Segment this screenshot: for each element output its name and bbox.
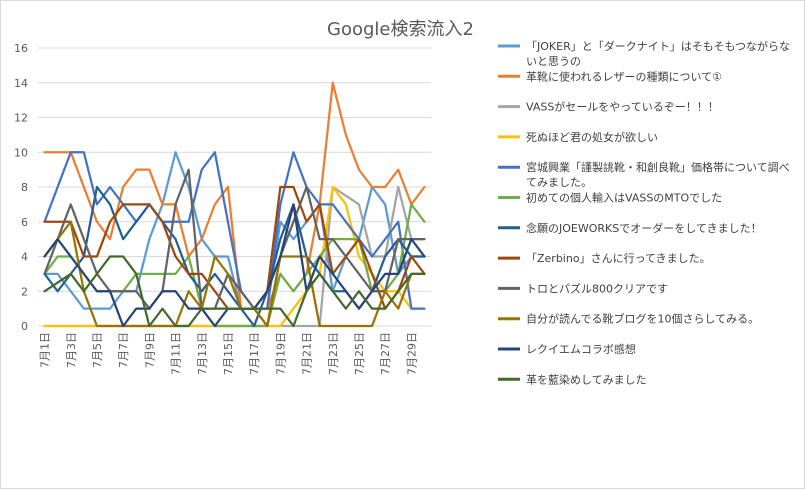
y-tick-label: 16	[14, 42, 28, 55]
legend-item: 宮城興業「謹製誂靴・和創良靴」価格帯について調べてみました。	[498, 160, 790, 189]
legend-label: 「JOKER」と「ダークナイト」はそもそもつながらないと思うの	[526, 39, 790, 68]
chart-title: Google検索流入2	[1, 15, 805, 41]
legend-item: VASSがセールをやっているぞー！！！	[498, 100, 719, 114]
x-tick-label: 7月11日	[170, 332, 183, 375]
series-line	[43, 81, 426, 310]
legend-item: 革を藍染めしてみました	[498, 372, 647, 386]
x-tick-label: 7月13日	[196, 332, 209, 375]
legend-label: トロとパズル800クリアです	[526, 281, 668, 295]
y-tick-label: 4	[21, 251, 28, 264]
chart-title-text: Google検索流入2	[327, 19, 474, 40]
legend-item: トロとパズル800クリアです	[498, 281, 668, 295]
x-tick-label: 7月1日	[39, 332, 52, 368]
x-tick-label: 7月7日	[117, 332, 130, 368]
legend-item: 死ぬほど君の処女が欲しい	[498, 130, 658, 144]
series-line	[43, 168, 426, 328]
legend-label: 念願のJOEWORKSでオーダーをしてきました！	[526, 221, 762, 235]
x-tick-label: 7月15日	[222, 332, 235, 375]
x-tick-label: 7月27日	[379, 332, 392, 375]
legend-label: 死ぬほど君の処女が欲しい	[526, 130, 658, 144]
legend-item: 革靴に使われるレザーの種類について①	[498, 69, 722, 83]
legend-item: 自分が読んでる靴ブログを10個さらしてみる。	[498, 312, 759, 326]
x-axis: 7月1日 7月3日 7月5日 7月7日 7月9日 7月11日 7月13日 7月15日 7月17日…	[39, 332, 419, 375]
y-tick-label: 10	[14, 146, 28, 159]
legend-item: 念願のJOEWORKSでオーダーをしてきました！	[498, 221, 762, 235]
series-line	[43, 220, 426, 328]
legend-label: 革靴に使われるレザーの種類について①	[526, 69, 722, 83]
legend-label: VASSがセールをやっているぞー！！！	[526, 100, 719, 114]
x-tick-label: 7月9日	[143, 332, 156, 368]
y-tick-label: 6	[21, 216, 28, 229]
legend-item: 「Zerbino」さんに行ってきました。	[498, 252, 711, 265]
x-tick-label: 7月25日	[353, 332, 366, 375]
legend-label: 宮城興業「謹製誂靴・和創良靴」価格帯について調べてみました。	[526, 160, 790, 189]
x-tick-label: 7月19日	[274, 332, 287, 375]
x-tick-label: 7月21日	[301, 332, 314, 375]
series-lines	[43, 81, 426, 328]
y-axis: 0 2 4 6 8 10 12 14 16	[14, 42, 28, 333]
legend-label: 初めての個人輸入はVASSのMTOでした	[526, 191, 722, 205]
y-tick-label: 8	[21, 181, 28, 194]
y-tick-label: 14	[14, 77, 28, 90]
legend-label: 革を藍染めしてみました	[526, 372, 647, 386]
x-tick-label: 7月3日	[65, 332, 78, 368]
legend-label: レクイエムコラボ感想	[526, 342, 636, 356]
y-tick-label: 2	[21, 285, 28, 298]
legend-item: 「JOKER」と「ダークナイト」はそもそもつながらないと思うの	[498, 39, 790, 68]
legend-label: 自分が読んでる靴ブログを10個さらしてみる。	[526, 312, 759, 326]
series-line	[43, 255, 426, 328]
x-tick-label: 7月17日	[248, 332, 261, 375]
y-tick-label: 0	[21, 320, 28, 333]
x-tick-label: 7月5日	[91, 332, 104, 368]
legend-item: 初めての個人輸入はVASSのMTOでした	[498, 191, 722, 205]
x-tick-label: 7月29日	[405, 332, 418, 375]
legend-label: 「Zerbino」さんに行ってきました。	[526, 252, 711, 265]
legend-item: レクイエムコラボ感想	[498, 342, 636, 356]
x-tick-label: 7月23日	[327, 332, 340, 375]
y-tick-label: 12	[14, 112, 28, 125]
legend: 「JOKER」と「ダークナイト」はそもそもつながらないと思うの革靴に使われるレザ…	[498, 39, 790, 386]
